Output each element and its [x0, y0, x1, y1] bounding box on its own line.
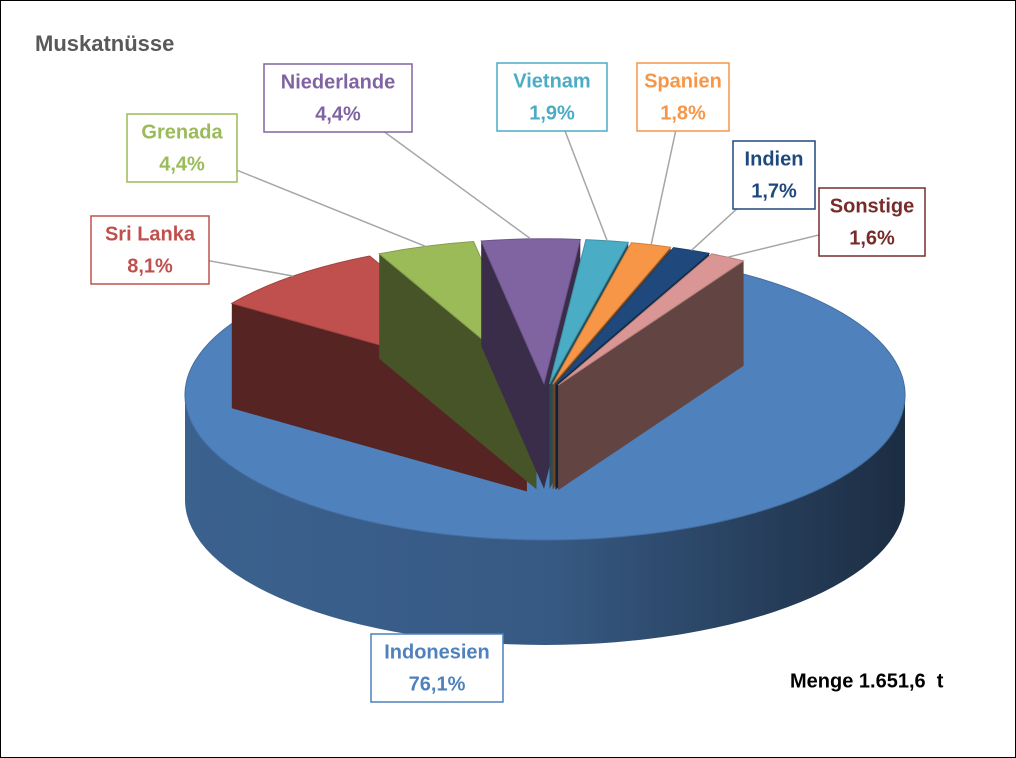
label-box	[732, 140, 816, 210]
label-value: 1,9%	[529, 102, 575, 124]
label-name: Sonstige	[830, 195, 914, 217]
label-value: 8,1%	[127, 255, 173, 277]
label-value: 76,1%	[409, 673, 466, 695]
slice	[557, 253, 745, 491]
label-box	[636, 62, 730, 132]
label-name: Niederlande	[281, 71, 395, 93]
label-box	[126, 113, 238, 183]
label-value: 4,4%	[159, 153, 205, 175]
label-value: 1,8%	[660, 102, 706, 124]
label-box	[370, 633, 504, 703]
label-value: 4,4%	[315, 103, 361, 125]
label-value: 1,6%	[849, 227, 895, 249]
label-name: Sri Lanka	[105, 223, 196, 245]
label-value: 1,7%	[751, 180, 797, 202]
slice-top	[549, 239, 630, 385]
slice-top	[480, 238, 581, 386]
label-name: Vietnam	[513, 70, 590, 92]
slice-radial-wall	[231, 303, 527, 492]
slice-radial-wall	[379, 253, 537, 490]
label-name: Grenada	[141, 121, 223, 143]
label-box	[496, 62, 608, 132]
chart-title: Muskatnüsse	[35, 31, 174, 56]
slice-top	[552, 242, 672, 385]
label-name: Spanien	[644, 70, 722, 92]
label-box	[90, 215, 210, 285]
label-name: Indien	[745, 148, 804, 170]
label-box	[263, 63, 413, 133]
slice-radial-wall	[481, 241, 544, 489]
label-name: Indonesien	[384, 641, 490, 663]
slice-radial-wall	[558, 260, 744, 491]
slice-top	[557, 253, 745, 386]
slice-outer-wall	[185, 395, 905, 645]
slice-top	[555, 247, 711, 385]
label-box	[818, 187, 926, 257]
annotation: Menge 1.651,6 t	[790, 670, 944, 692]
